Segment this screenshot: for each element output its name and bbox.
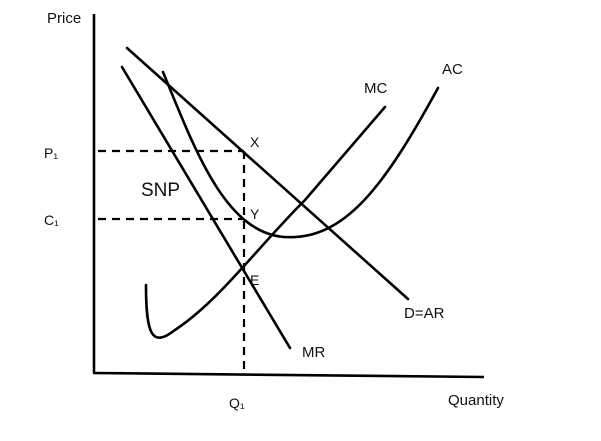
quantity-level-label: Q₁	[229, 395, 245, 411]
price-level-label: P₁	[44, 145, 58, 161]
quantity-axis	[92, 371, 485, 379]
marginal-revenue-curve	[120, 65, 292, 350]
quantity-axis-title: Quantity	[448, 392, 504, 409]
cost-level-label: C₁	[44, 212, 59, 228]
mc-label: MC	[364, 80, 387, 97]
demand-label: D=AR	[404, 305, 445, 322]
ac-label: AC	[442, 61, 463, 78]
average-cost-curve	[161, 70, 440, 239]
marginal-cost-curve	[144, 105, 387, 339]
snp-area-label: SNP	[141, 180, 180, 201]
point-y-label: Y	[250, 206, 260, 222]
price-axis-title: Price	[47, 10, 81, 27]
mr-label: MR	[302, 344, 325, 361]
point-e-label: E	[250, 272, 259, 288]
demand-curve	[125, 46, 410, 301]
point-x-label: X	[250, 134, 260, 150]
